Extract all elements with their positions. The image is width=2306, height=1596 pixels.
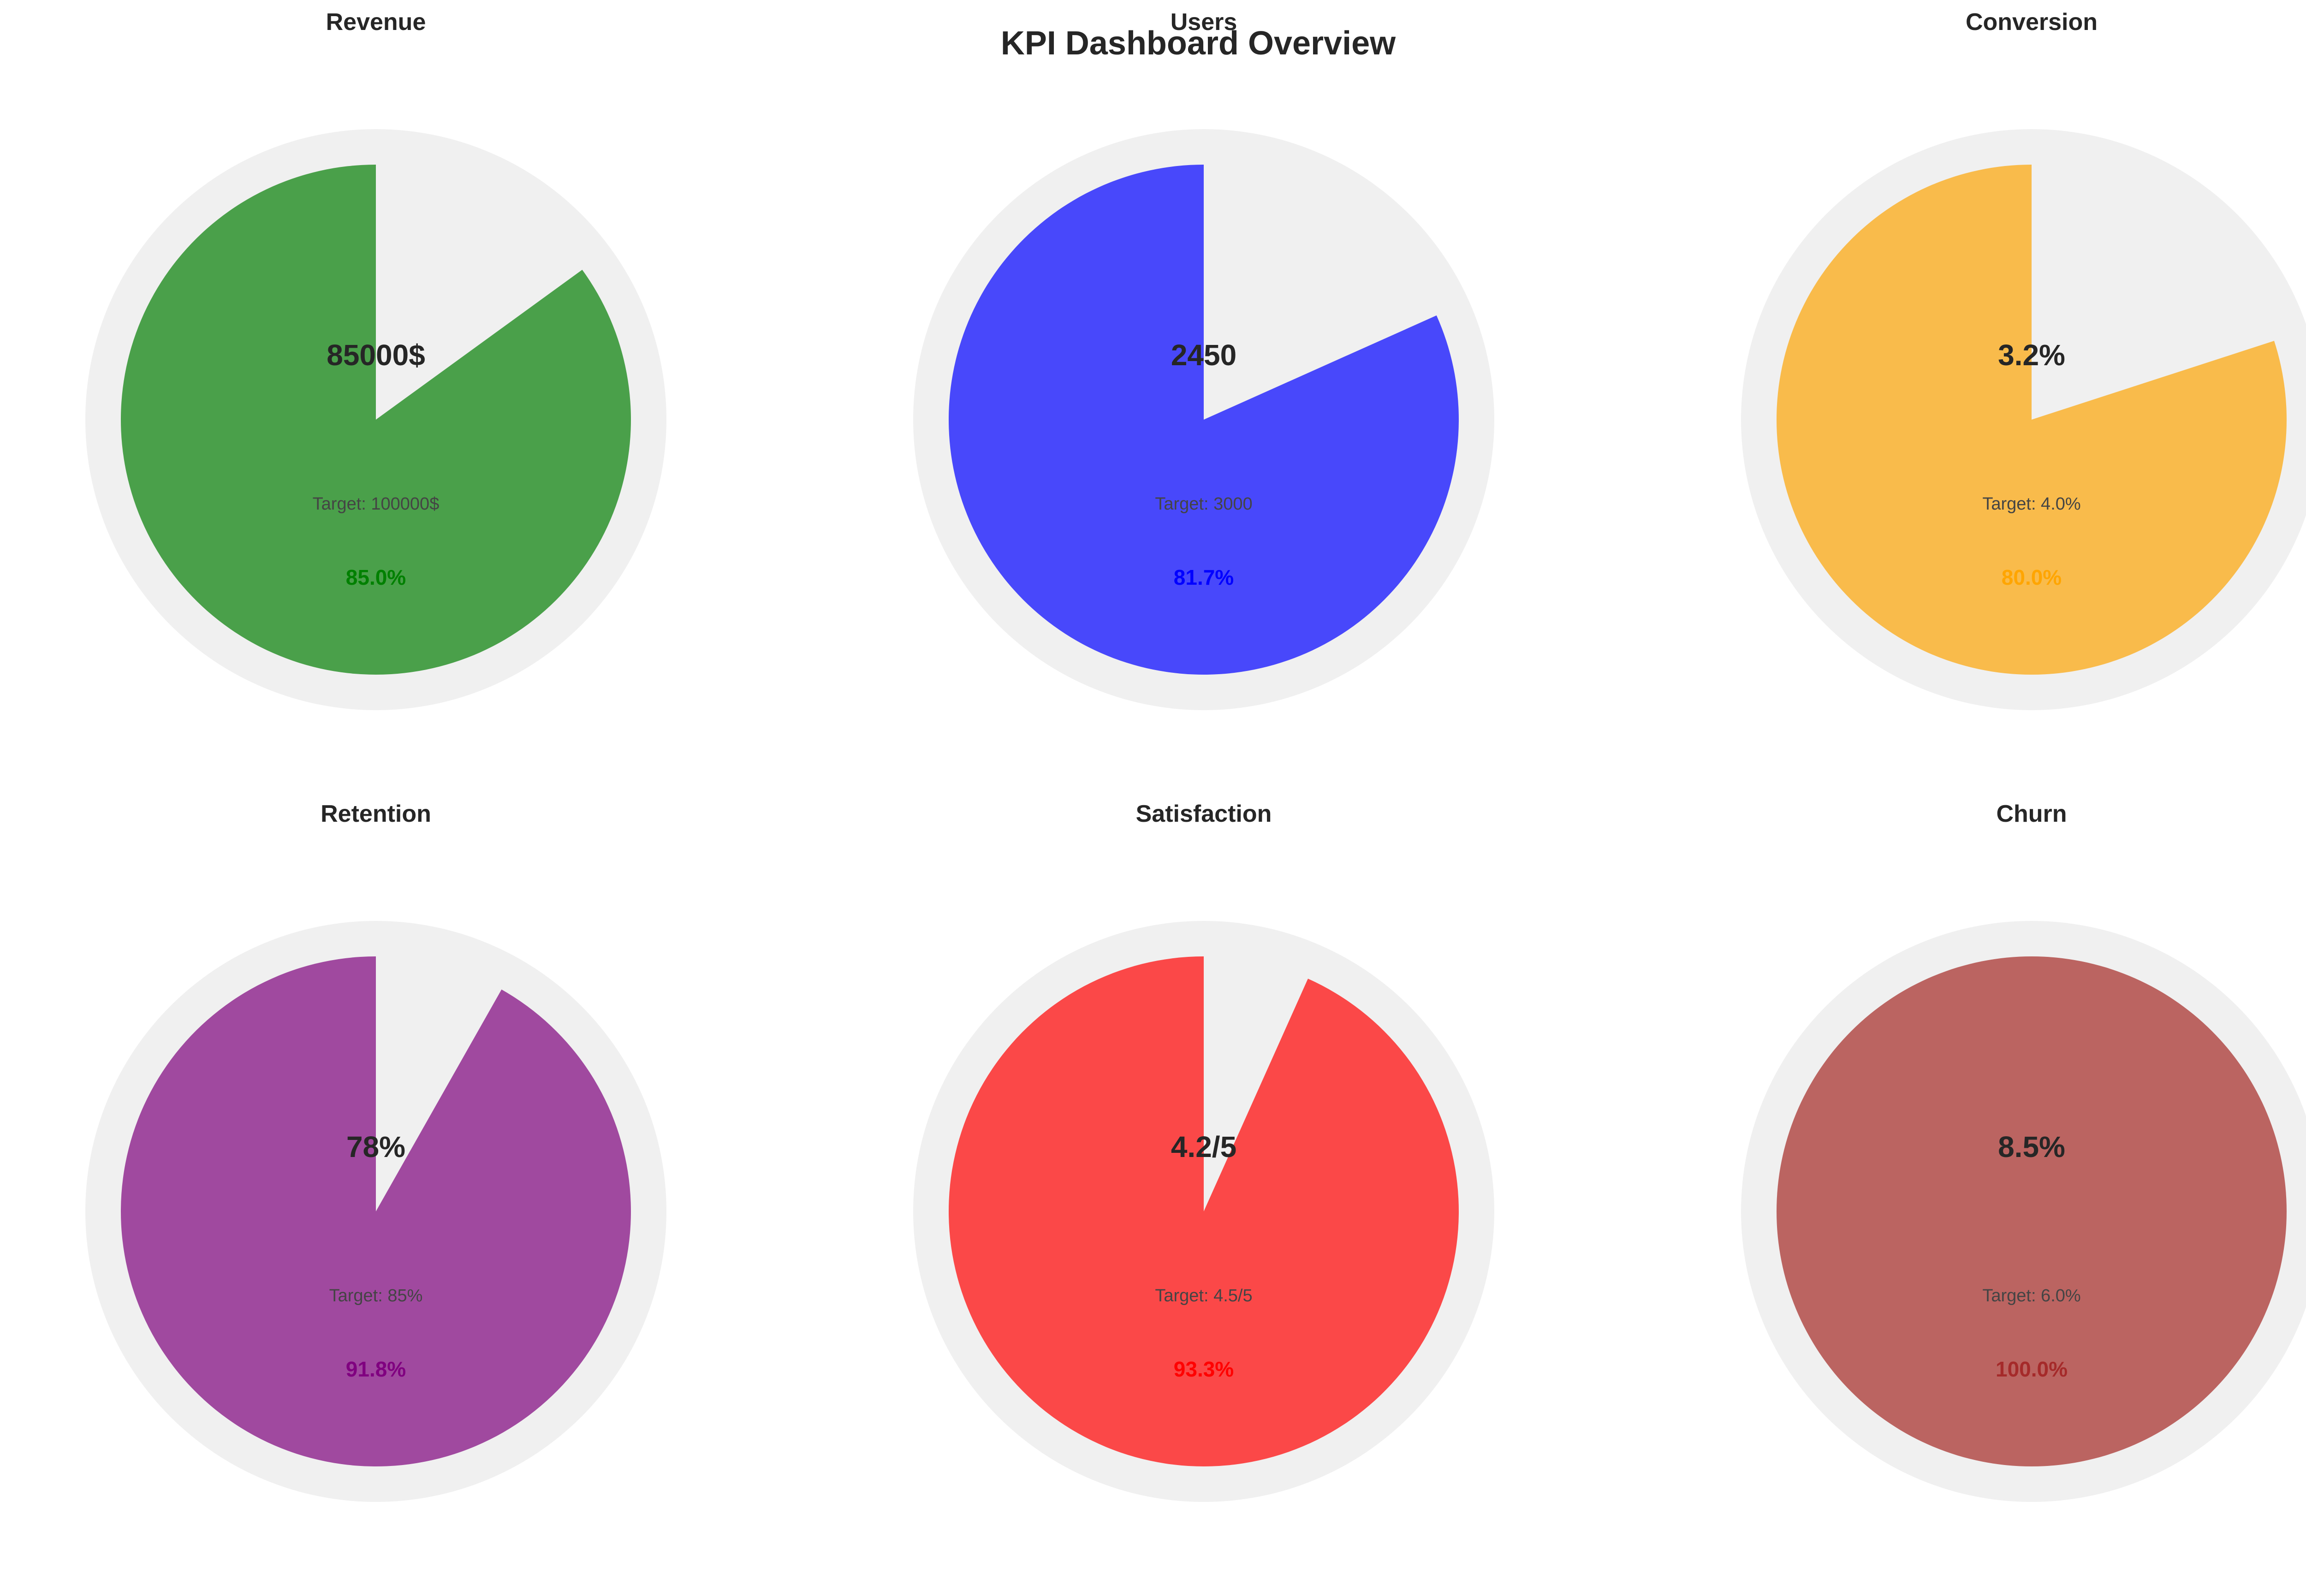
kpi-target-label: Target: 100000$ xyxy=(313,494,440,514)
kpi-value-label: 3.2% xyxy=(1998,338,2065,372)
kpi-percent-label: 85.0% xyxy=(346,565,406,589)
panel-title-satisfaction: Satisfaction xyxy=(1136,801,1272,827)
kpi-target-label: Target: 3000 xyxy=(1155,494,1252,514)
kpi-value-label: 8.5% xyxy=(1998,1130,2065,1163)
kpi-percent-label: 100.0% xyxy=(1996,1357,2068,1381)
kpi-target-label: Target: 85% xyxy=(329,1286,423,1305)
kpi-percent-label: 91.8% xyxy=(346,1357,406,1381)
kpi-value-label: 4.2/5 xyxy=(1171,1130,1236,1163)
kpi-target-label: Target: 6.0% xyxy=(1982,1286,2080,1305)
gauge-retention: Retention 78% Target: 85% 91.8% xyxy=(85,801,666,1502)
gauge-satisfaction: Satisfaction 4.2/5 Target: 4.5/5 93.3% xyxy=(913,801,1494,1502)
gauge-fill-wedge xyxy=(949,956,1459,1467)
panel-title-revenue: Revenue xyxy=(326,9,426,36)
kpi-target-label: Target: 4.0% xyxy=(1982,494,2080,514)
gauge-panels: Revenue 85000$ Target: 100000$ 85.0% Users 24… xyxy=(85,9,2306,1502)
gauge-fill-wedge xyxy=(1776,165,2287,675)
kpi-percent-label: 80.0% xyxy=(2002,565,2062,589)
figure-title: KPI Dashboard Overview xyxy=(1001,25,1396,62)
gauge-fill-wedge xyxy=(1777,956,2287,1466)
gauge-users: Users 2450 Target: 3000 81.7% xyxy=(913,9,1494,710)
kpi-percent-label: 93.3% xyxy=(1174,1357,1234,1381)
gauge-fill-wedge xyxy=(121,165,631,675)
gauge-revenue: Revenue 85000$ Target: 100000$ 85.0% xyxy=(85,9,666,710)
kpi-value-label: 78% xyxy=(346,1130,405,1163)
kpi-target-label: Target: 4.5/5 xyxy=(1155,1286,1252,1305)
panel-title-retention: Retention xyxy=(321,801,431,827)
panel-title-users: Users xyxy=(1171,9,1237,36)
kpi-percent-label: 81.7% xyxy=(1174,565,1234,589)
panel-title-conversion: Conversion xyxy=(1966,9,2098,36)
gauge-fill-wedge xyxy=(120,956,631,1467)
gauge-churn: Churn 8.5% Target: 6.0% 100.0% xyxy=(1741,801,2306,1502)
kpi-value-label: 2450 xyxy=(1171,338,1236,372)
gauge-conversion: Conversion 3.2% Target: 4.0% 80.0% xyxy=(1741,9,2306,710)
gauge-fill-wedge xyxy=(949,165,1459,675)
panel-title-churn: Churn xyxy=(1996,801,2067,827)
kpi-value-label: 85000$ xyxy=(327,338,425,372)
